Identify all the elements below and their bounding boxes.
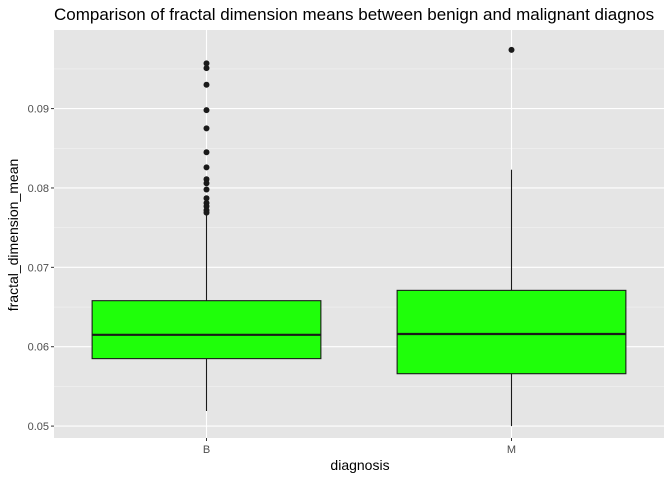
y-tick-label: 0.06 [28,342,49,354]
y-tick-label: 0.09 [28,104,49,116]
y-axis: 0.05 0.06 0.07 0.08 0.09 [28,104,54,433]
outlier-point [203,209,210,216]
outlier-point [508,46,515,53]
chart-title: Comparison of fractal dimension means be… [54,5,654,24]
outlier-point [203,81,210,88]
outlier-point [203,186,210,193]
outlier-point [203,149,210,156]
y-axis-title: fractal_dimension_mean [5,159,21,312]
x-axis-title: diagnosis [330,457,389,473]
outlier-point [203,180,210,187]
x-tick-label: M [507,444,516,456]
box-M [396,46,627,427]
y-tick-label: 0.05 [28,421,49,433]
outlier-point [203,107,210,114]
y-tick-label: 0.08 [28,183,49,195]
y-tick-label: 0.07 [28,262,49,274]
x-tick-label: B [203,444,210,456]
outlier-point [203,65,210,72]
boxes [91,46,627,427]
box-body [91,300,322,360]
outlier-point [203,164,210,171]
outlier-point [203,195,210,202]
plot-panel [54,30,664,438]
outlier-point [203,125,210,132]
box-body [396,289,627,375]
outlier-point [203,60,210,67]
box-B [91,60,322,412]
